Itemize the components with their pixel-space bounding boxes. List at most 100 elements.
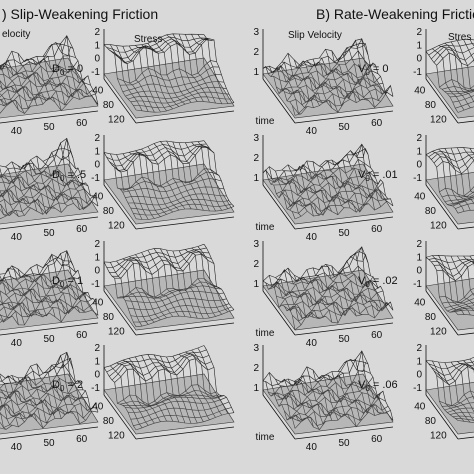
wire [11, 161, 44, 215]
x-axis [294, 110, 394, 124]
z-tick-label: 2 [416, 27, 422, 38]
time-tick-label: 120 [430, 221, 447, 232]
time-axis [425, 394, 459, 440]
surface-base [0, 269, 99, 331]
wire [362, 147, 394, 206]
x-tick-label: 60 [76, 118, 88, 129]
x-tick-label: 50 [43, 438, 55, 449]
wire [160, 248, 192, 318]
surface-base [0, 57, 99, 119]
wire [203, 345, 235, 413]
wire [331, 371, 363, 421]
wire [17, 377, 50, 424]
wire [425, 360, 459, 421]
x-axis [0, 322, 99, 336]
wire [431, 46, 474, 60]
x-axis [294, 322, 394, 336]
surface [103, 29, 235, 124]
x-tick-label: 40 [306, 126, 318, 137]
surface-base [425, 382, 474, 435]
time-axis [262, 78, 296, 124]
z-tick-label: 1 [94, 146, 100, 157]
wire [350, 39, 381, 102]
x-axis [135, 110, 235, 124]
wire [30, 58, 62, 111]
z-tick-label: 0 [416, 54, 422, 65]
wire [438, 361, 471, 423]
x-tick-label: 40 [11, 442, 23, 453]
parameter-subscript: 0 [365, 384, 370, 393]
x-tick-label: 40 [11, 126, 23, 137]
wire [197, 34, 229, 104]
wire [178, 142, 210, 212]
surface-base [103, 163, 235, 225]
parameter-label: D0 = 0 [52, 63, 83, 77]
wire [5, 267, 38, 317]
surface-base [425, 172, 474, 225]
z-tick-label: 1 [253, 279, 259, 290]
wire [447, 89, 474, 95]
wire [0, 99, 7, 107]
wire [128, 358, 161, 422]
wire [128, 45, 161, 113]
parameter-value: = .06 [370, 379, 398, 391]
time-tick-label: 120 [430, 327, 447, 338]
wire [331, 50, 363, 101]
wire [449, 91, 474, 98]
time-tick-label: 40 [92, 297, 104, 308]
time-tick-label: 80 [103, 416, 115, 427]
wire [294, 59, 326, 104]
wire [0, 290, 19, 325]
wire [0, 374, 31, 419]
wire [441, 293, 474, 304]
wire [141, 44, 174, 110]
wire [185, 351, 216, 418]
wire [356, 350, 387, 414]
wire [0, 404, 13, 426]
surface-base [0, 163, 99, 225]
parameter-label: D0 = .5 [52, 169, 86, 183]
z-tick-label: 1 [94, 356, 100, 367]
surface-base [262, 269, 394, 331]
wire [428, 257, 474, 263]
wire [455, 309, 474, 312]
wire [135, 254, 167, 319]
x-tick-label: 40 [306, 232, 318, 243]
wire [287, 378, 320, 430]
surface-base [262, 373, 394, 435]
wire [67, 260, 99, 316]
wire [350, 252, 381, 312]
time-label: time [256, 328, 275, 339]
wire [439, 79, 474, 90]
surface [262, 345, 394, 440]
time-axis [262, 290, 296, 336]
wire [306, 269, 339, 324]
wire [425, 154, 459, 214]
wire [0, 167, 31, 209]
wire [337, 268, 369, 315]
time-axis [425, 184, 459, 230]
wire [425, 51, 459, 113]
time-tick-label: 40 [414, 85, 426, 96]
wire [444, 42, 474, 103]
wire [433, 48, 474, 63]
wire [433, 260, 474, 277]
time-tick-label: 40 [414, 297, 426, 308]
time-tick-label: 120 [108, 327, 125, 338]
parameter-subscript: 0 [365, 68, 370, 77]
wire [141, 252, 174, 317]
wire [0, 396, 19, 427]
wire [61, 138, 93, 206]
wire [425, 356, 474, 363]
wire [452, 198, 474, 207]
parameter-symbol: V [358, 379, 366, 391]
wire [17, 164, 50, 215]
z-tick-label: 1 [416, 40, 422, 51]
wire [185, 249, 216, 317]
wire [67, 150, 99, 207]
wire [24, 58, 56, 103]
z-tick-label: 3 [253, 343, 259, 354]
wire [0, 93, 13, 106]
